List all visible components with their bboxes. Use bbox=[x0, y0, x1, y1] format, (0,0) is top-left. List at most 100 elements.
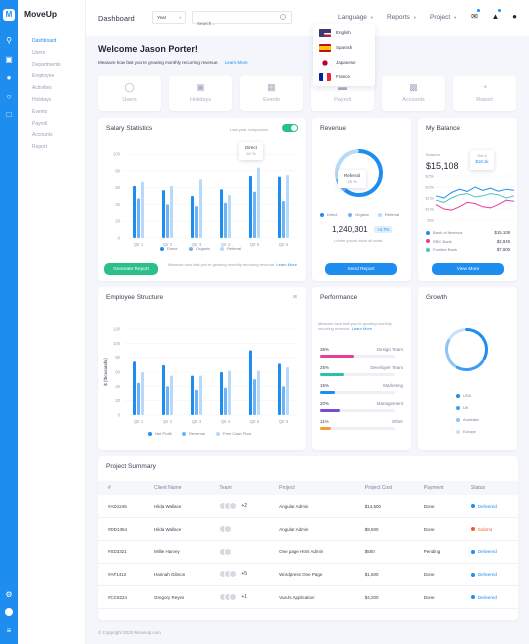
tile-holidays[interactable]: ▣ Holidays bbox=[169, 76, 232, 111]
chat-icon[interactable]: ○ bbox=[6, 92, 12, 101]
reports-menu[interactable]: Reports ▼ bbox=[387, 14, 417, 21]
bell-icon[interactable]: ▲ bbox=[491, 12, 500, 21]
table-row[interactable]: #CC8224 Gregory Reyes +1 VueJs Application $… bbox=[98, 585, 518, 609]
tile-accounts[interactable]: ▩ Accounts bbox=[382, 76, 445, 111]
y-tick-label: 40 bbox=[115, 384, 120, 389]
tile-users[interactable]: ◯ Users bbox=[98, 76, 161, 111]
table-row[interactable]: #SD3321 Millie Harvey One page Html Admin $… bbox=[98, 540, 518, 564]
bar-free-cash-flow bbox=[170, 375, 173, 415]
language-option-japanese[interactable]: Japanese bbox=[319, 59, 356, 69]
table-row[interactable]: #AD1245 Hilda Wallace +2 Angular Admin $14,5… bbox=[98, 495, 518, 519]
avatar[interactable] bbox=[5, 608, 13, 616]
legend-label: USA bbox=[463, 393, 472, 398]
payment-status: Done bbox=[413, 517, 461, 541]
tile-label: Events bbox=[263, 97, 280, 103]
language-menu[interactable]: Language ▼ bbox=[338, 14, 374, 21]
mail-icon[interactable]: ✉ bbox=[471, 12, 478, 21]
project-id: #AD1245 bbox=[98, 495, 144, 519]
legend-label: Revenue bbox=[189, 431, 206, 436]
performance-percent: 25% bbox=[320, 365, 330, 370]
search-icon[interactable]: ⚲ bbox=[6, 36, 12, 45]
spain-flag-icon bbox=[319, 44, 331, 52]
language-option-spanish[interactable]: Spanish bbox=[319, 44, 352, 54]
bar-revenue bbox=[195, 389, 198, 415]
y-tick-label: $5k bbox=[428, 218, 434, 223]
performance-learn-more-link[interactable]: Learn More bbox=[351, 326, 373, 331]
moveup-logo-icon[interactable]: M bbox=[3, 9, 15, 21]
language-option-france[interactable]: France bbox=[319, 73, 350, 83]
search-input[interactable] bbox=[193, 18, 273, 29]
x-tick-label: Qtr 5 bbox=[250, 419, 260, 424]
project-id: #CC8224 bbox=[98, 585, 144, 609]
bar-free-cash-flow bbox=[257, 370, 260, 415]
comparison-toggle[interactable] bbox=[282, 124, 298, 132]
tile-events[interactable]: ▦ Events bbox=[240, 76, 303, 111]
menu-icon[interactable]: ≡ bbox=[6, 626, 12, 635]
avatar[interactable] bbox=[229, 570, 238, 579]
table-row[interactable]: #DD1354 Hilda Wallace Angular Admin $9,500 D… bbox=[98, 517, 518, 541]
toggle-knob bbox=[291, 125, 297, 131]
menu-icon[interactable]: ≡ bbox=[292, 294, 297, 301]
document-icon[interactable]: □ bbox=[6, 110, 12, 119]
salary-note: Measure how fast you're growing monthly … bbox=[168, 262, 300, 268]
send-report-button[interactable]: Send Report bbox=[325, 263, 397, 275]
welcome-learn-more-link[interactable]: Learn More bbox=[224, 60, 248, 65]
column-header[interactable]: Payment bbox=[413, 481, 461, 495]
table-row[interactable]: #AF1412 Hannah Gibson +5 Wordpress One Page… bbox=[98, 563, 518, 587]
search-box[interactable] bbox=[192, 11, 292, 29]
status-label: Delivered bbox=[477, 503, 497, 509]
users-icon: ◯ bbox=[124, 82, 135, 92]
bar-organic bbox=[195, 206, 198, 238]
status-dot bbox=[470, 572, 475, 577]
avatar[interactable] bbox=[229, 593, 238, 602]
client-name: Hilda Wallace bbox=[143, 495, 210, 519]
sidebar-item-departments[interactable]: Departments bbox=[32, 61, 61, 68]
language-option-english[interactable]: English bbox=[319, 29, 351, 39]
legend-label: Direct bbox=[167, 246, 178, 251]
column-header[interactable]: # bbox=[98, 481, 144, 495]
sidebar-item-report[interactable]: Report bbox=[32, 144, 48, 151]
calendar-icon[interactable]: ▣ bbox=[5, 55, 13, 64]
line-bank-of-america bbox=[435, 186, 515, 199]
column-header[interactable]: Project bbox=[269, 481, 355, 495]
performance-percent: 35% bbox=[320, 347, 330, 352]
x-tick-label: Qtr 2 bbox=[163, 419, 173, 424]
sidebar-item-employee[interactable]: Employee bbox=[32, 73, 55, 80]
legend-referral: Referral bbox=[220, 246, 241, 251]
bar-net-profit bbox=[133, 361, 136, 415]
salary-learn-more-link[interactable]: Learn More bbox=[276, 262, 297, 267]
column-header[interactable]: Project Cost bbox=[354, 481, 414, 495]
legend-net-profit: Net Profit bbox=[148, 431, 172, 436]
year-select[interactable]: Year ↕ bbox=[152, 11, 186, 24]
sidebar-item-payroll[interactable]: Payroll bbox=[32, 120, 48, 127]
bar-free-cash-flow bbox=[199, 375, 202, 415]
user-icon[interactable]: ● bbox=[512, 12, 517, 21]
project-menu[interactable]: Project ▼ bbox=[430, 14, 457, 21]
avatar[interactable] bbox=[224, 525, 233, 534]
generate-report-button[interactable]: Generate Report bbox=[104, 263, 158, 275]
table-header-row: # Client Name Team Project Project Cost Payme… bbox=[98, 481, 518, 495]
sidebar-item-users[interactable]: Users bbox=[32, 49, 46, 56]
avatar[interactable] bbox=[224, 547, 233, 556]
sidebar-item-accounts[interactable]: Accounts bbox=[32, 132, 53, 139]
legend-direct: Direct bbox=[160, 246, 177, 251]
sidebar-item-events[interactable]: Events bbox=[32, 108, 48, 115]
column-header[interactable]: Status bbox=[460, 481, 518, 495]
sidebar-item-activities[interactable]: Activities bbox=[32, 85, 52, 92]
bar-direct bbox=[278, 176, 281, 238]
slice-referral bbox=[335, 149, 359, 180]
sidebar-item-holidays[interactable]: Holidays bbox=[32, 96, 52, 103]
sidebar-item-dashboard[interactable]: Dashboard bbox=[32, 38, 57, 44]
settings-icon[interactable]: ⚙ bbox=[5, 590, 13, 599]
account-name: RBC Bank bbox=[426, 239, 452, 244]
view-more-button[interactable]: View More bbox=[432, 263, 504, 275]
avatar[interactable] bbox=[229, 502, 238, 511]
project-cost: $9,500 bbox=[354, 517, 414, 541]
tile-report[interactable]: ◔ Report bbox=[453, 76, 516, 111]
user-icon[interactable]: ● bbox=[6, 73, 12, 82]
team-more-count: +5 bbox=[241, 571, 248, 578]
column-header[interactable]: Team bbox=[209, 481, 270, 495]
legend-label: Direct bbox=[327, 212, 338, 217]
column-header[interactable]: Client Name bbox=[143, 481, 210, 495]
team-avatars bbox=[209, 540, 270, 564]
